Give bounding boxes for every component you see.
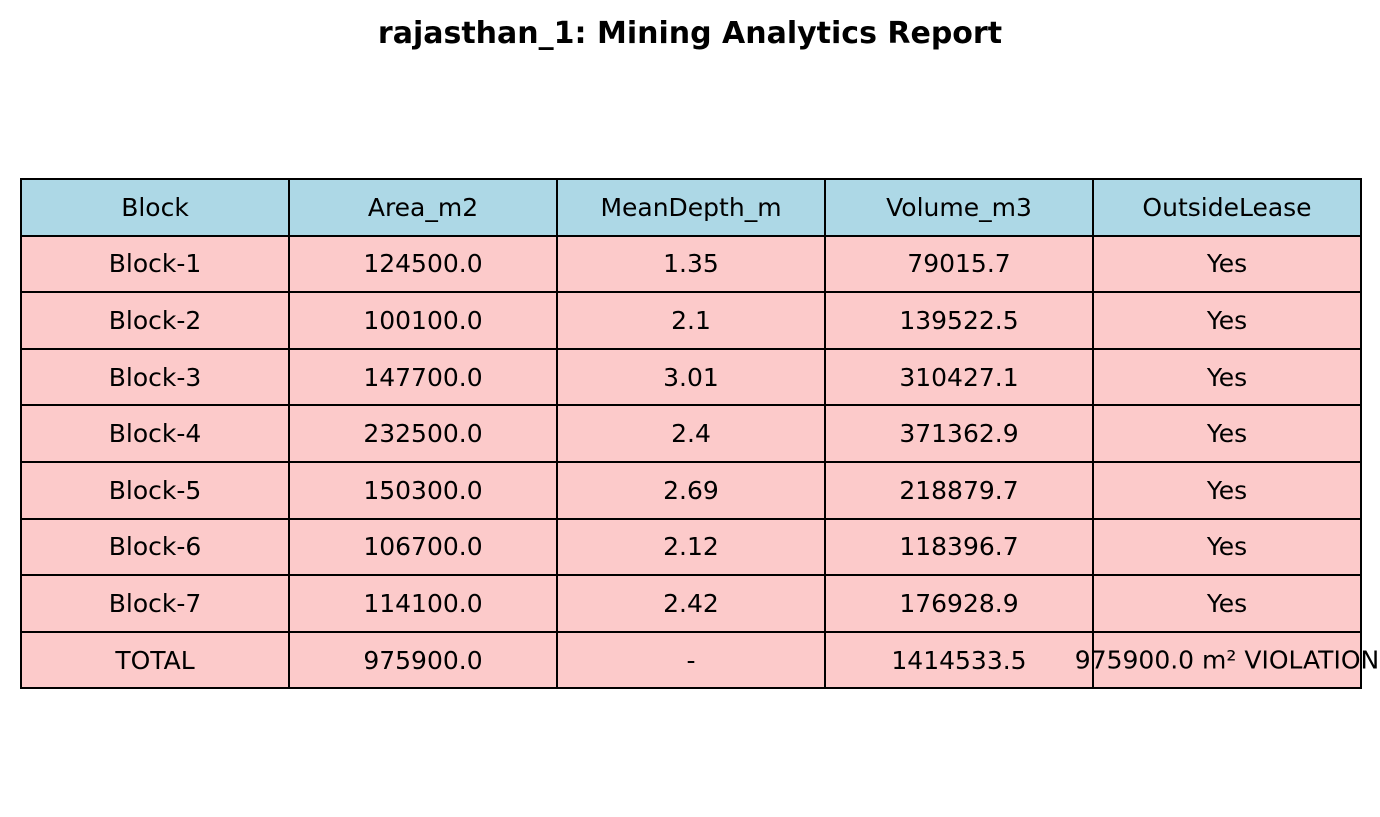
table-cell: Block-2 xyxy=(20,291,290,350)
table-cell: 2.1 xyxy=(556,291,826,350)
table-cell: 232500.0 xyxy=(288,404,558,463)
table-cell: Block-1 xyxy=(20,234,290,294)
table-cell: Block-5 xyxy=(20,460,290,520)
table-row: Block-6 106700.0 2.12 118396.7 Yes xyxy=(20,517,1362,577)
table-cell: 2.4 xyxy=(556,404,826,463)
table-cell: Yes xyxy=(1092,460,1362,520)
table-cell: 2.12 xyxy=(556,517,826,577)
table-cell: 3.01 xyxy=(556,347,826,407)
table-row: Block-2 100100.0 2.1 139522.5 Yes xyxy=(20,291,1362,350)
table-cell: TOTAL xyxy=(20,630,290,690)
column-header-area: Area_m2 xyxy=(288,178,558,237)
table-cell: Block-4 xyxy=(20,404,290,463)
mining-analytics-table: Block Area_m2 MeanDepth_m Volume_m3 Outs… xyxy=(20,178,1379,690)
table-cell: 114100.0 xyxy=(288,574,558,633)
table-total-row: TOTAL 975900.0 - 1414533.5 975900.0 m² V… xyxy=(20,630,1379,690)
table-cell: 106700.0 xyxy=(288,517,558,577)
table-cell: 79015.7 xyxy=(824,234,1094,294)
table-cell: 118396.7 xyxy=(824,517,1094,577)
table-cell: Yes xyxy=(1092,404,1362,463)
table-cell: Block-3 xyxy=(20,347,290,407)
table-cell: 1.35 xyxy=(556,234,826,294)
table-header-row: Block Area_m2 MeanDepth_m Volume_m3 Outs… xyxy=(20,178,1362,237)
table-cell: Yes xyxy=(1092,517,1362,577)
table-cell: - xyxy=(556,630,826,690)
table-cell: Block-7 xyxy=(20,574,290,633)
violation-cell: 975900.0 m² VIOLATION xyxy=(1075,630,1379,690)
table-row: Block-5 150300.0 2.69 218879.7 Yes xyxy=(20,460,1362,520)
column-header-outside-lease: OutsideLease xyxy=(1092,178,1362,237)
table-cell: 124500.0 xyxy=(288,234,558,294)
table-cell: Yes xyxy=(1092,574,1362,633)
table-cell: 150300.0 xyxy=(288,460,558,520)
table-cell: 1414533.5 xyxy=(824,630,1094,690)
table-cell: 975900.0 xyxy=(288,630,558,690)
column-header-block: Block xyxy=(20,178,290,237)
column-header-volume: Volume_m3 xyxy=(824,178,1094,237)
table-cell: 147700.0 xyxy=(288,347,558,407)
table-cell: 310427.1 xyxy=(824,347,1094,407)
column-header-mean-depth: MeanDepth_m xyxy=(556,178,826,237)
table-cell: 176928.9 xyxy=(824,574,1094,633)
table-cell: 2.42 xyxy=(556,574,826,633)
table-cell: Yes xyxy=(1092,347,1362,407)
table-cell: Yes xyxy=(1092,234,1362,294)
table-cell: Yes xyxy=(1092,291,1362,350)
table-cell: 100100.0 xyxy=(288,291,558,350)
table-cell: 371362.9 xyxy=(824,404,1094,463)
table-cell: 218879.7 xyxy=(824,460,1094,520)
table-cell: 139522.5 xyxy=(824,291,1094,350)
violation-text: 975900.0 m² VIOLATION xyxy=(1074,645,1380,675)
report-title: rajasthan_1: Mining Analytics Report xyxy=(377,16,1003,51)
table-row: Block-3 147700.0 3.01 310427.1 Yes xyxy=(20,347,1362,407)
table-row: Block-1 124500.0 1.35 79015.7 Yes xyxy=(20,234,1362,294)
table-cell: 2.69 xyxy=(556,460,826,520)
table-row: Block-7 114100.0 2.42 176928.9 Yes xyxy=(20,574,1362,633)
table-row: Block-4 232500.0 2.4 371362.9 Yes xyxy=(20,404,1362,463)
table-cell: Block-6 xyxy=(20,517,290,577)
